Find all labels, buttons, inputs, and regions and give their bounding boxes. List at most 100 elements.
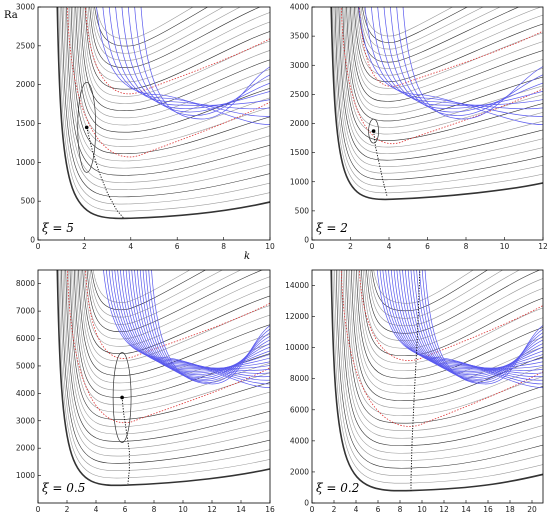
contour-line <box>351 7 543 96</box>
x-tick-label: 10 <box>500 242 510 251</box>
y-tick-label: 3500 <box>290 32 309 41</box>
contour-line <box>66 7 270 176</box>
contour-line <box>89 270 223 318</box>
y-tick-label: 1000 <box>290 177 309 186</box>
contour-line-blue <box>127 7 270 113</box>
contour-line <box>356 7 542 69</box>
contour-line <box>357 270 543 372</box>
contour-line <box>77 7 270 126</box>
contour-line <box>355 7 543 76</box>
contour-line-blue <box>382 270 543 381</box>
x-tick-label: 16 <box>265 505 275 514</box>
contour-line-blue <box>396 270 543 369</box>
y-tick-label: 1500 <box>290 148 309 157</box>
x-tick-label: 4 <box>94 505 99 514</box>
x-tick-label: 12 <box>207 505 217 514</box>
y-tick-label: 2000 <box>16 80 35 89</box>
x-tick-label: 20 <box>527 505 537 514</box>
contour-line <box>96 7 194 40</box>
contour-line <box>69 270 270 420</box>
panel-label: ξ = 2 <box>316 221 348 235</box>
contour-line <box>64 7 270 183</box>
contour-line <box>330 7 543 201</box>
y-tick-label: 500 <box>295 206 310 215</box>
x-tick-label: 2 <box>332 505 337 514</box>
contour-line <box>333 7 543 187</box>
contour-line-blue <box>424 270 543 385</box>
contour-line <box>69 7 270 162</box>
contour-line <box>363 7 454 37</box>
y-tick-label: 2000 <box>16 444 35 453</box>
contour-line-blue <box>364 7 543 117</box>
x-axis-label: k <box>244 251 250 262</box>
y-tick-label: 2000 <box>290 467 309 476</box>
x-tick-label: 2 <box>348 242 353 251</box>
contour-line <box>342 270 543 439</box>
x-tick-label: 0 <box>310 242 315 251</box>
contour-line <box>75 270 270 391</box>
x-tick-label: 4 <box>354 505 359 514</box>
y-tick-label: 1000 <box>16 471 35 480</box>
contour-line <box>91 7 241 61</box>
y-tick-label: 14000 <box>285 281 309 290</box>
contour-line-red <box>340 270 543 427</box>
x-tick-label: 10 <box>178 505 188 514</box>
contour-line-blue <box>376 270 543 388</box>
contour-line <box>352 270 543 394</box>
contour-line <box>354 7 543 83</box>
contour-line-blue <box>115 7 270 106</box>
contour-line <box>368 270 521 327</box>
contour-line-blue <box>96 7 270 125</box>
contour-line-blue <box>125 270 270 371</box>
y-tick-label: 6000 <box>290 405 309 414</box>
contour-line <box>81 7 270 104</box>
contour-line <box>348 7 543 109</box>
contour-line <box>86 7 270 83</box>
contour-line-blue <box>111 270 270 378</box>
contour-line <box>92 7 224 54</box>
contour-line-red <box>359 270 543 361</box>
contour-line-blue <box>114 270 270 374</box>
contour-line-blue <box>383 7 543 109</box>
critical-path <box>121 397 130 484</box>
contour-line-blue <box>413 270 543 379</box>
x-tick-label: 4 <box>387 242 392 251</box>
contour-line <box>330 270 543 492</box>
y-tick-label: 3000 <box>16 416 35 425</box>
x-tick-label: 2 <box>82 242 87 251</box>
y-tick-label: 7000 <box>16 307 35 316</box>
y-tick-label: 0 <box>304 499 309 508</box>
plot-frame <box>37 6 271 241</box>
contour-line <box>86 270 264 332</box>
plot-frame <box>311 269 544 504</box>
contour-line <box>366 270 541 334</box>
x-tick-label: 0 <box>310 505 315 514</box>
contour-line-blue <box>393 270 543 369</box>
x-tick-label: 0 <box>36 242 41 251</box>
contour-line-blue <box>105 270 270 385</box>
contour-line <box>60 7 270 205</box>
contour-line <box>350 7 543 102</box>
contour-line <box>58 270 270 479</box>
x-tick-label: 2 <box>65 505 70 514</box>
contour-line <box>339 270 543 454</box>
panel-xi-0.2: 0 2 4 6 8 10 12 14 16 18 20 0 2000 4000 6000 8000 10000 1… <box>285 269 544 514</box>
contour-line <box>87 7 270 76</box>
contour-line <box>63 7 270 190</box>
contour-line-blue <box>139 270 270 379</box>
contour-line-red <box>67 270 270 424</box>
x-tick-label: 10 <box>265 242 275 251</box>
contour-line <box>346 7 543 122</box>
contour-line <box>338 7 543 161</box>
y-tick-label: 3000 <box>16 3 35 12</box>
contour-line-blue <box>402 270 543 372</box>
contour-line <box>359 270 543 364</box>
contour-line-blue <box>358 7 543 125</box>
contour-line-blue <box>421 270 543 383</box>
contour-line-blue <box>388 270 543 374</box>
y-tick-label: 2500 <box>290 90 309 99</box>
x-tick-label: 18 <box>505 505 515 514</box>
contour-line <box>349 270 543 409</box>
